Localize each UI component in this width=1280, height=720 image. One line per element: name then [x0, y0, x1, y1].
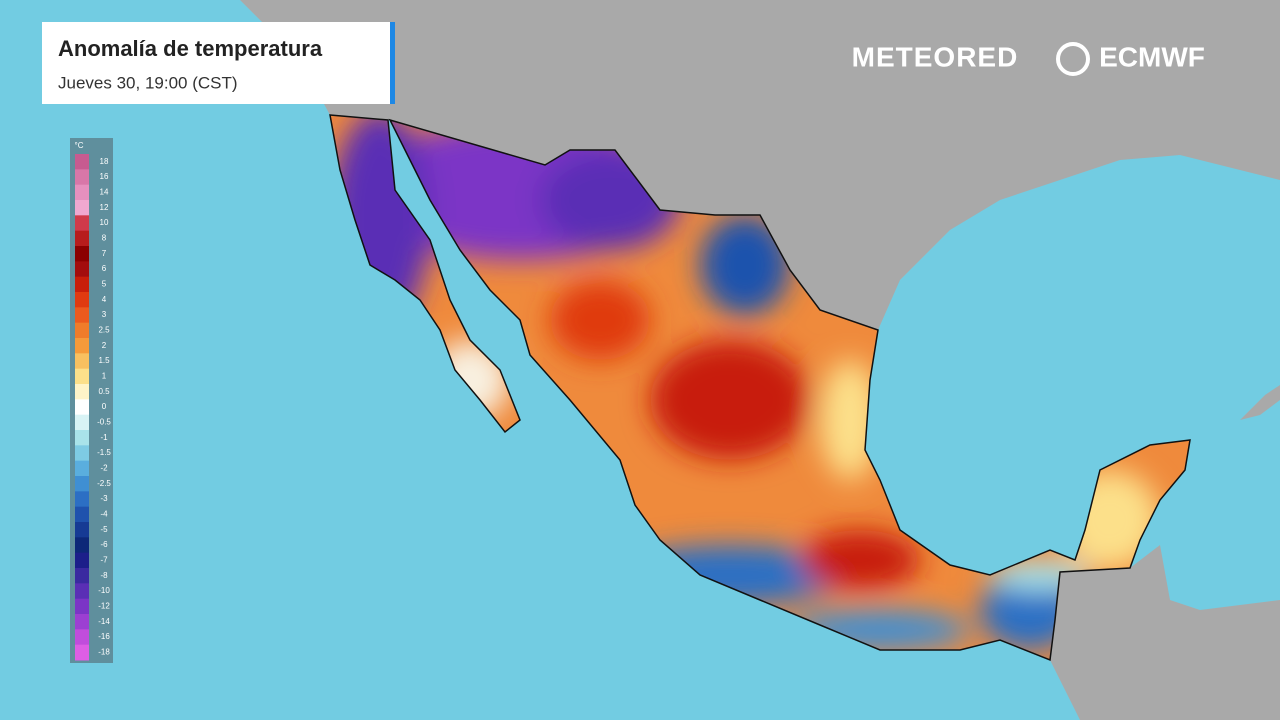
- title-box: [42, 22, 394, 104]
- legend-label: -0.5: [97, 417, 111, 426]
- legend-swatch: [75, 169, 89, 186]
- legend-label: -10: [98, 586, 110, 595]
- legend-swatch: [75, 261, 89, 278]
- legend-label: -1: [100, 433, 108, 442]
- legend-label: -14: [98, 617, 110, 626]
- legend-swatch: [75, 414, 89, 431]
- legend: °C 18 16 14 12 10 8 7 6 5 4 3 2.5 2 1.5 1 0.5 0 -0.5 -1 -1.…: [70, 138, 113, 663]
- legend-label: 2: [102, 341, 107, 350]
- legend-swatch: [75, 430, 89, 446]
- mexico-outline: [329, 114, 1191, 662]
- legend-swatch: [75, 368, 89, 385]
- legend-label: 7: [102, 249, 107, 258]
- legend-label: -3: [100, 494, 108, 503]
- legend-label: 5: [102, 279, 107, 288]
- legend-label: -16: [98, 632, 110, 641]
- legend-label: 14: [100, 187, 109, 196]
- legend-label: 16: [100, 172, 109, 181]
- field-blob: [700, 215, 790, 315]
- legend-swatch: [75, 246, 89, 262]
- legend-swatch: [75, 537, 89, 554]
- legend-label: 6: [102, 264, 107, 273]
- legend-swatch: [75, 629, 89, 646]
- legend-label: -12: [98, 601, 110, 610]
- legend-swatch: [75, 583, 89, 600]
- legend-swatch: [75, 614, 89, 630]
- legend-label: 0.5: [98, 387, 110, 396]
- legend-swatch: [75, 460, 89, 477]
- legend-label: 18: [100, 157, 109, 166]
- legend-label: -2: [100, 463, 108, 472]
- legend-label: 8: [102, 233, 107, 242]
- cuba-land: [1240, 385, 1280, 420]
- legend-label: -2.5: [97, 479, 111, 488]
- ecmwf-logo: ECMWF: [1099, 41, 1205, 72]
- legend-swatch: [75, 230, 89, 247]
- legend-label: 1: [102, 371, 107, 380]
- ecmwf-icon: [1056, 42, 1090, 76]
- legend-swatch: [75, 322, 89, 339]
- legend-swatch: [75, 476, 89, 492]
- legend-label: -6: [100, 540, 108, 549]
- title-accent: [390, 22, 395, 104]
- legend-swatch: [75, 353, 89, 370]
- legend-swatch: [75, 307, 89, 324]
- legend-swatch: [75, 399, 89, 416]
- title: Anomalía de temperatura: [58, 36, 323, 61]
- legend-swatch: [75, 338, 89, 354]
- subtitle: Jueves 30, 19:00 (CST): [58, 73, 238, 92]
- legend-swatch: [75, 384, 89, 400]
- legend-label: -4: [100, 509, 108, 518]
- legend-swatch: [75, 522, 89, 538]
- legend-swatch: [75, 568, 89, 584]
- legend-swatch: [75, 184, 89, 201]
- central-america-land: [1050, 545, 1280, 720]
- legend-label: 0: [102, 402, 107, 411]
- field-blob: [550, 280, 650, 360]
- legend-label: 12: [100, 203, 109, 212]
- legend-label: 1.5: [98, 356, 110, 365]
- legend-swatch: [75, 276, 89, 293]
- legend-label: -18: [98, 647, 110, 656]
- legend-swatch: [75, 445, 89, 462]
- field-blob: [650, 340, 810, 460]
- legend-swatch: [75, 644, 89, 661]
- legend-swatch: [75, 552, 89, 569]
- legend-label: -8: [100, 571, 108, 580]
- legend-label: 2.5: [98, 325, 110, 334]
- legend-swatch: [75, 598, 89, 615]
- usa-land: [240, 0, 1280, 330]
- legend-swatch: [75, 491, 89, 508]
- legend-swatch: [75, 215, 89, 232]
- legend-label: -5: [100, 525, 108, 534]
- legend-label: -1.5: [97, 448, 111, 457]
- legend-unit: °C: [75, 141, 84, 150]
- meteored-logo: METEORED: [852, 41, 1019, 72]
- legend-swatch: [75, 506, 89, 523]
- legend-swatch: [75, 292, 89, 308]
- legend-swatch: [75, 200, 89, 216]
- legend-label: 4: [102, 295, 107, 304]
- legend-label: 3: [102, 310, 107, 319]
- legend-label: -7: [100, 555, 108, 564]
- legend-label: 10: [100, 218, 109, 227]
- legend-swatch: [75, 154, 89, 170]
- field-blob: [800, 530, 920, 590]
